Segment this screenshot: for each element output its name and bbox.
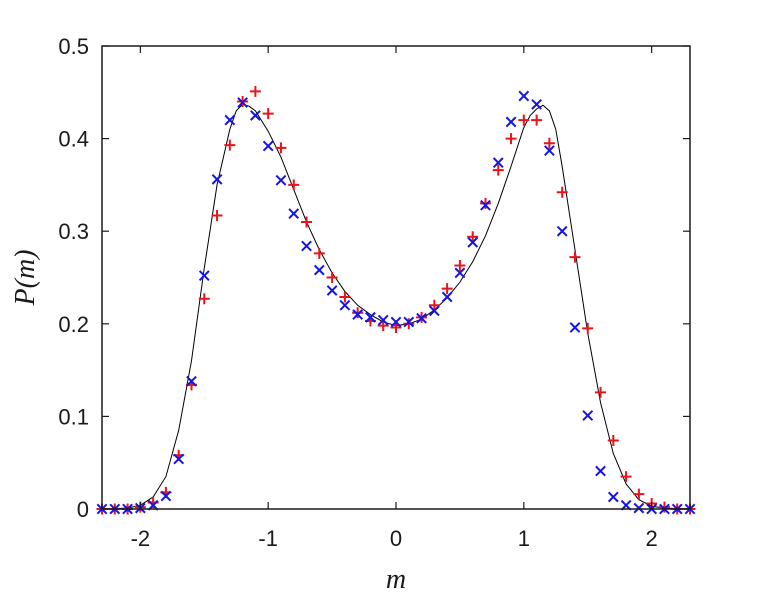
plus-marker: [262, 108, 274, 120]
y-tick-label: 0.2: [58, 312, 89, 337]
cross-marker: [198, 270, 210, 282]
plus-marker: [211, 209, 223, 221]
cross-marker: [428, 305, 440, 317]
plus-marker: [505, 133, 517, 145]
plus-marker: [198, 293, 210, 305]
plus-marker: [518, 114, 530, 126]
plus-marker: [633, 488, 645, 500]
x-tick-label: 1: [518, 526, 530, 551]
fit-curve: [101, 103, 691, 510]
plus-marker: [313, 247, 325, 259]
cross-marker: [326, 285, 338, 296]
cross-marker: [531, 98, 542, 110]
plus-marker: [377, 320, 389, 332]
plus-marker: [467, 231, 479, 243]
plus-marker: [301, 216, 313, 228]
cross-marker: [518, 90, 530, 102]
cross-marker: [237, 97, 248, 108]
plus-marker: [556, 186, 568, 198]
cross-marker: [262, 140, 274, 152]
cross-marker: [467, 236, 479, 248]
cross-marker: [582, 410, 594, 421]
cross-marker: [416, 312, 427, 324]
cross-marker: [301, 240, 312, 252]
cross-marker: [569, 322, 581, 333]
y-tick-label: 0.4: [58, 127, 89, 152]
cross-marker: [275, 174, 287, 186]
cross-marker: [633, 502, 645, 514]
cross-marker: [365, 311, 376, 323]
plus-marker: [543, 137, 555, 149]
plus-marker: [288, 179, 300, 191]
plus-marker: [582, 322, 594, 334]
cross-marker: [339, 299, 351, 311]
plus-marker: [658, 501, 670, 513]
plus-marker: [352, 307, 364, 319]
plus-marker: [390, 322, 402, 334]
cross-marker: [224, 114, 236, 126]
y-tick-label: 0.5: [58, 34, 89, 59]
plus-marker: [569, 251, 581, 263]
y-tick-label: 0.1: [58, 404, 89, 429]
plus-marker: [275, 142, 287, 154]
plus-marker: [620, 471, 632, 483]
marker-layer: [96, 85, 696, 515]
cross-marker: [403, 316, 415, 328]
x-tick-label: 0: [390, 526, 402, 551]
cross-marker: [288, 208, 300, 219]
x-axis-label: m: [386, 564, 406, 595]
cross-marker: [544, 145, 555, 157]
cross-marker: [441, 291, 453, 303]
plus-marker: [595, 386, 607, 398]
plus-marker: [428, 299, 440, 311]
y-tick-label: 0: [77, 497, 89, 522]
cross-marker: [211, 173, 223, 185]
cross-marker: [454, 267, 466, 279]
fit-curve-layer: [101, 103, 691, 510]
cross-marker: [173, 453, 185, 465]
axes-box: [101, 45, 691, 510]
cross-marker: [313, 264, 325, 276]
plus-marker: [224, 139, 236, 151]
cross-marker: [390, 316, 402, 328]
plus-marker: [479, 197, 491, 209]
plus-marker: [441, 283, 453, 295]
cross-marker: [352, 309, 364, 320]
cross-marker: [377, 314, 389, 326]
x-tick-label: 2: [646, 526, 658, 551]
plus-marker: [492, 164, 504, 176]
cross-marker: [186, 375, 197, 387]
cross-marker: [492, 157, 504, 169]
tick-layer: -2 -1 0 1 2 0 0.1 0.2 0.3 0.4 0.5: [58, 34, 690, 551]
cross-marker: [160, 490, 172, 502]
cross-marker: [505, 116, 517, 128]
y-axis-label: P(m): [10, 250, 41, 307]
cross-marker: [556, 225, 568, 237]
plus-marker: [531, 114, 543, 126]
plus-marker: [454, 259, 466, 271]
cross-marker: [250, 110, 261, 121]
x-tick-label: -1: [258, 526, 278, 551]
x-tick-label: -2: [131, 526, 151, 551]
cross-marker: [607, 491, 619, 503]
cross-marker: [595, 465, 606, 477]
plus-marker: [607, 434, 619, 446]
plus-marker: [249, 85, 261, 97]
plus-marker: [326, 272, 338, 283]
y-tick-label: 0.3: [58, 219, 89, 244]
plus-marker: [403, 318, 415, 330]
plus-marker: [339, 291, 351, 303]
cross-marker: [480, 199, 491, 211]
